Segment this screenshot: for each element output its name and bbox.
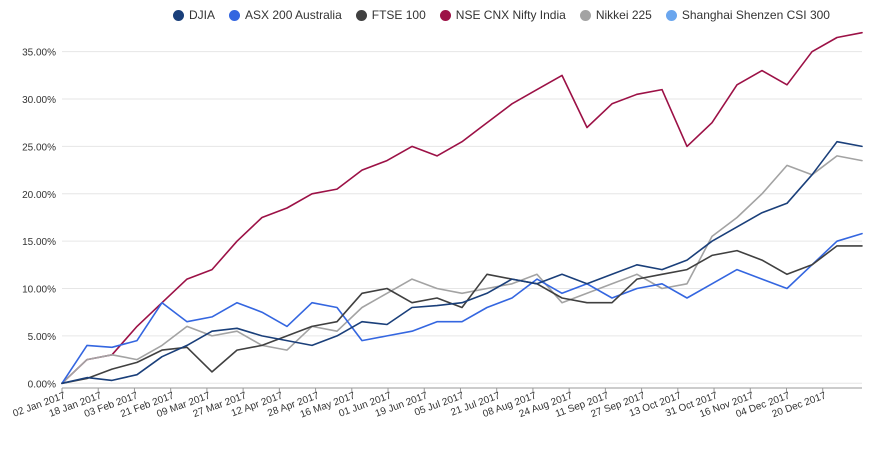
legend-label: Nikkei 225 xyxy=(595,8,652,22)
legend-label: DJIA xyxy=(189,8,216,22)
legend-item[interactable]: ASX 200 Australia xyxy=(229,8,342,22)
legend-label: Shanghai Shenzen CSI 300 xyxy=(681,8,830,22)
legend-label: FTSE 100 xyxy=(371,8,426,22)
legend-swatch xyxy=(665,9,677,21)
series-line xyxy=(61,140,863,385)
y-tick-label: 15.00% xyxy=(22,237,56,248)
y-tick-label: 5.00% xyxy=(28,332,56,343)
gridlines xyxy=(62,51,862,384)
legend-item[interactable]: DJIA xyxy=(173,8,215,22)
legend-item[interactable]: Shanghai Shenzen CSI 300 xyxy=(665,8,830,22)
legend-swatch xyxy=(355,9,367,21)
y-tick-label: 20.00% xyxy=(22,190,56,201)
legend-swatch xyxy=(439,9,451,21)
series-lines xyxy=(61,31,863,385)
legend-label: ASX 200 Australia xyxy=(245,8,342,22)
series-line xyxy=(61,31,863,385)
series-line xyxy=(61,245,863,385)
legend-label: NSE CNX Nifty India xyxy=(455,8,566,22)
y-tick-label: 0.00% xyxy=(28,379,56,390)
legend-swatch xyxy=(579,9,591,21)
series-line xyxy=(61,232,863,385)
legend-item[interactable]: NSE CNX Nifty India xyxy=(439,8,566,22)
legend: DJIA ASX 200 Australia FTSE 100 NSE CNX Nif… xyxy=(173,6,844,24)
legend-item[interactable]: Nikkei 225 xyxy=(579,8,652,22)
y-axis: 0.00% 5.00% 10.00% 15.00% 20.00% 25.00% 30.00%… xyxy=(22,48,56,391)
y-tick-label: 35.00% xyxy=(22,48,56,59)
y-tick-label: 25.00% xyxy=(22,142,56,153)
series-line xyxy=(61,155,863,385)
y-tick-label: 30.00% xyxy=(22,95,56,106)
legend-swatch xyxy=(173,9,184,21)
legend-swatch xyxy=(229,9,241,21)
y-tick-label: 10.00% xyxy=(22,285,56,296)
legend-item[interactable]: FTSE 100 xyxy=(355,8,426,22)
